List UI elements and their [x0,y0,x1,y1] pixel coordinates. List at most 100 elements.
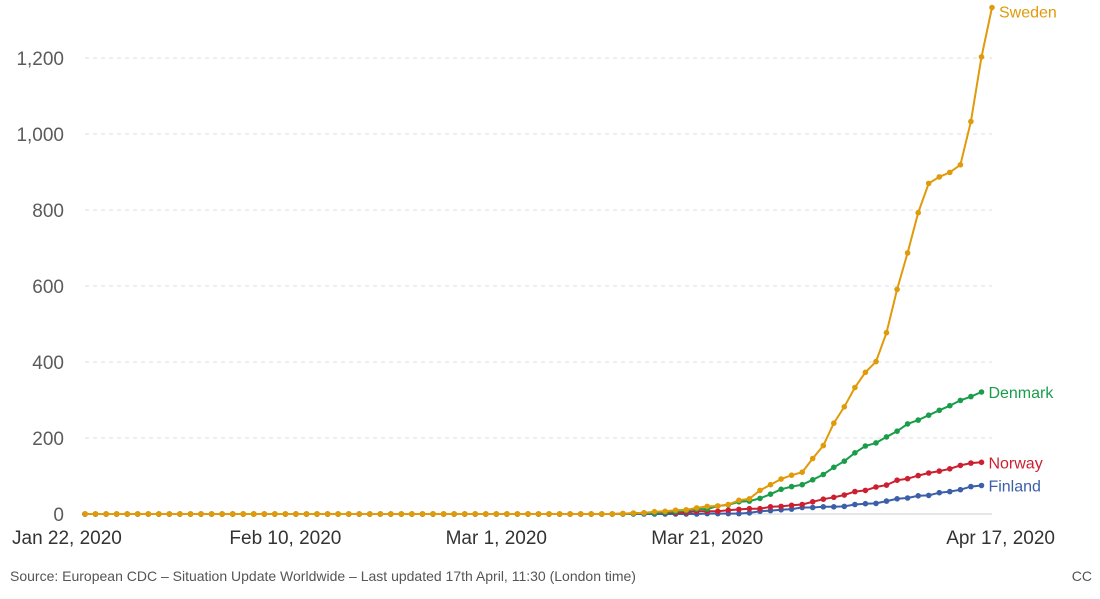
data-point [588,511,594,517]
data-point [493,511,500,517]
data-point [904,475,911,482]
license-link[interactable]: CC [1071,568,1092,584]
data-point [894,428,900,435]
data-point [240,511,246,517]
y-tick-label: 0 [53,505,64,526]
x-tick-label: Apr 17, 2020 [946,528,1055,549]
data-point [947,402,953,409]
data-point [388,511,394,517]
data-point [820,496,827,503]
data-point [873,440,879,446]
data-point [778,486,784,493]
data-point [831,420,837,427]
data-point [883,482,890,488]
grid-lines [85,57,992,515]
data-point [419,511,426,517]
data-point [134,511,141,517]
data-point [662,508,668,515]
data-point [451,511,457,517]
data-point [187,511,194,517]
series-line-finland [85,484,982,515]
data-point [409,511,415,517]
data-point [852,501,858,508]
data-point [809,499,816,505]
data-point [293,511,299,517]
data-point [873,484,879,490]
data-point [715,503,721,509]
data-point [261,511,268,517]
data-point [736,510,742,517]
data-point [641,510,647,516]
y-tick-label: 1,000 [16,125,64,146]
data-point [978,389,985,395]
data-point [250,511,257,517]
data-point [377,511,384,517]
data-point [229,511,236,517]
data-point [947,466,953,472]
x-tick-label: Mar 1, 2020 [446,528,547,549]
data-point [957,462,964,469]
data-point [546,511,552,517]
x-tick-label: Feb 10, 2020 [229,528,341,549]
data-point [166,511,173,517]
data-point [736,497,742,504]
data-point [778,476,784,482]
data-point [862,369,869,376]
data-point [746,505,753,512]
data-point [925,180,932,187]
data-point [957,397,964,404]
data-point [430,511,436,517]
data-point [514,511,521,517]
series-label-denmark: Denmark [988,385,1054,402]
data-point [746,510,753,516]
data-point [704,503,710,510]
data-point [809,477,816,483]
data-point [472,511,479,517]
source-note: Source: European CDC – Situation Update … [10,568,636,584]
data-point [767,504,774,510]
data-point [852,450,858,456]
data-point [809,455,816,462]
data-point [915,417,921,423]
data-point [852,384,858,391]
data-point [314,511,320,517]
data-point [757,495,763,502]
data-point [577,511,584,517]
data-point [809,504,816,511]
data-point [715,508,721,515]
data-point [725,501,732,508]
data-point [883,329,890,336]
data-point [156,511,162,517]
data-point [936,407,943,414]
data-point [831,494,837,501]
data-point [272,511,278,517]
line-chart: 0 200 400 600 800 1,000 1,200 Jan 22, 2020 Feb … [12,4,1057,549]
data-point [440,511,447,517]
data-point [936,468,943,474]
data-point [904,421,911,427]
data-point [736,506,742,513]
x-tick-label: Mar 21, 2020 [651,528,763,549]
data-point [767,491,774,498]
data-point [683,507,689,513]
series-norway [82,459,985,517]
series-denmark [82,389,985,517]
data-point [925,470,932,476]
data-point [504,511,510,517]
data-point [367,511,373,517]
data-point [788,483,795,490]
series-labels: Finland Norway Denmark Sweden [988,4,1056,495]
data-point [925,412,932,419]
data-point [873,358,879,365]
data-point [219,511,225,517]
data-point [651,508,658,515]
data-point [915,493,921,499]
series-label-norway: Norway [988,455,1042,472]
y-tick-label: 800 [32,201,64,222]
data-point [461,511,468,517]
data-point [757,505,763,512]
data-point [957,162,964,168]
data-point [799,501,805,508]
data-point [947,169,953,176]
data-point [398,511,405,517]
